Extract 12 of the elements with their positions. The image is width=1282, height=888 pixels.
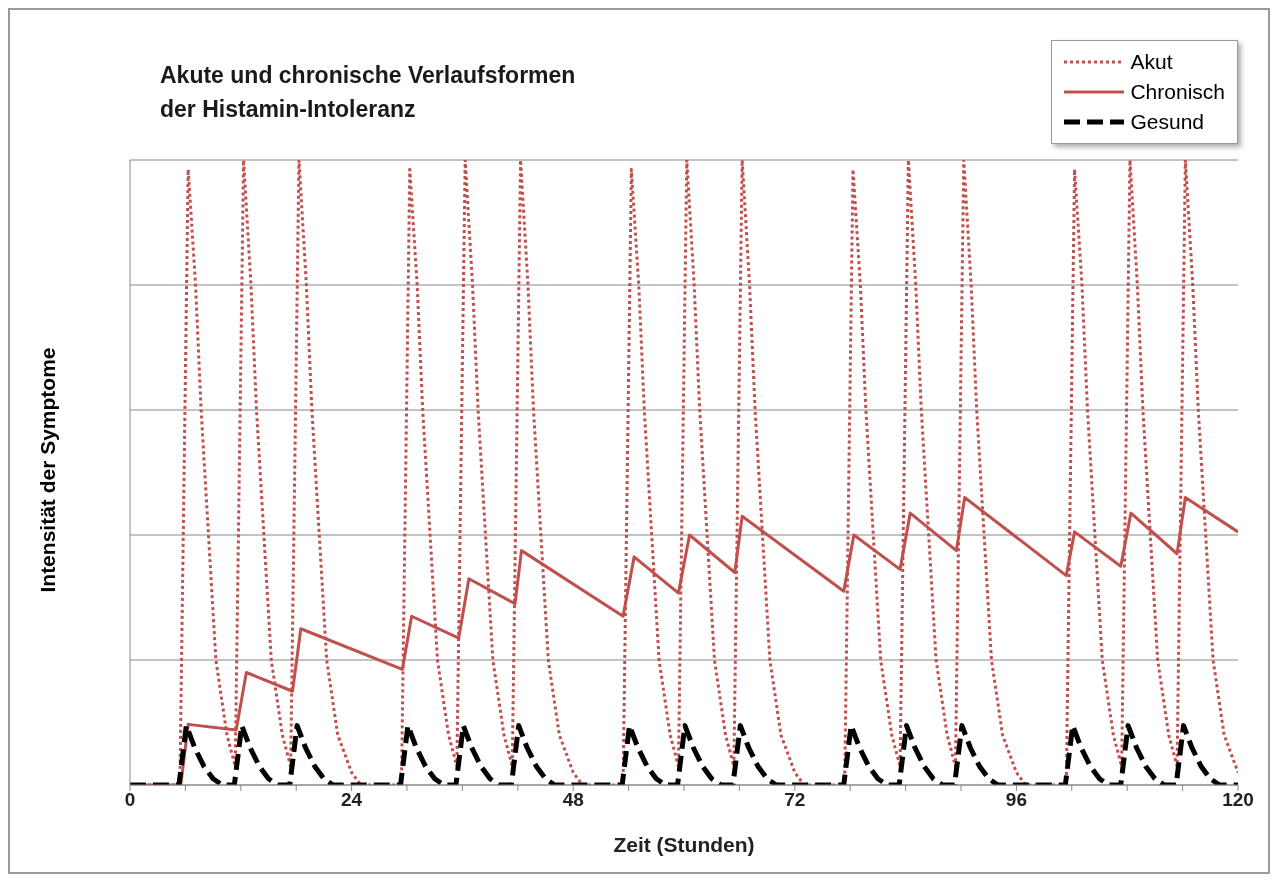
legend-label: Gesund bbox=[1130, 110, 1205, 134]
legend-label: Chronisch bbox=[1130, 80, 1225, 104]
x-axis-title: Zeit (Stunden) bbox=[613, 833, 755, 856]
x-tick-label: 120 bbox=[1222, 789, 1254, 811]
chart-title: Akute und chronische Verlaufsformen der Histamin-Intoleranz bbox=[160, 61, 577, 124]
x-tick-label: 72 bbox=[784, 789, 806, 811]
y-axis-title: Intensität der Symptome bbox=[36, 347, 60, 593]
x-tick-label: 48 bbox=[562, 789, 584, 811]
x-tick-label: 24 bbox=[341, 789, 363, 811]
legend-label: Akut bbox=[1130, 50, 1173, 74]
x-tick-label: 96 bbox=[1005, 789, 1027, 811]
x-tick-label: 0 bbox=[124, 789, 136, 811]
